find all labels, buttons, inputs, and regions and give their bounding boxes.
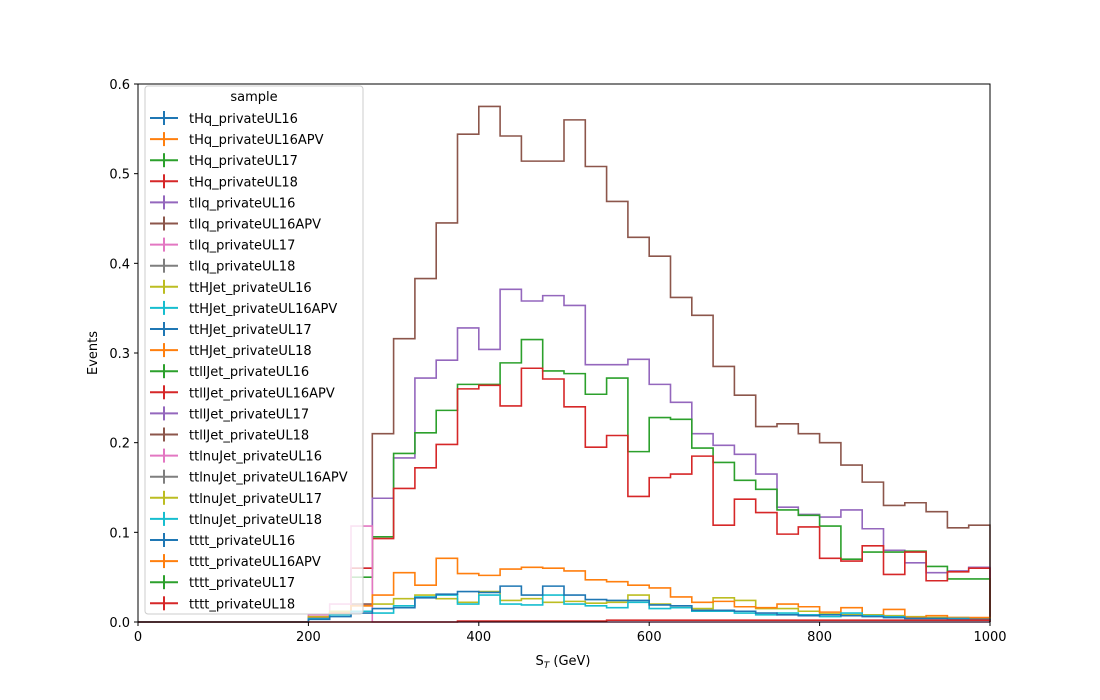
legend-entry-label: ttllJet_privateUL17 <box>189 407 309 422</box>
legend-entry-label: tllq_privateUL16 <box>189 196 295 211</box>
legend-entry-label: ttllJet_privateUL16APV <box>189 386 335 401</box>
y-axis: 0.0 0.1 0.2 0.3 0.4 0.5 0.6 <box>109 78 138 631</box>
x-axis: 0 200 400 600 800 1000 <box>134 622 1007 645</box>
x-axis-label-main: S <box>535 654 543 669</box>
legend-entry-label: tttt_privateUL17 <box>189 576 295 591</box>
legend-entry-label: ttHJet_privateUL16APV <box>189 302 337 317</box>
x-tick-label: 800 <box>807 630 832 645</box>
series-ttHJet_privateUL16APV <box>138 594 991 623</box>
legend: sample tHq_privateUL16 tHq_privateUL16APV… <box>144 85 364 615</box>
y-tick-label: 0.5 <box>109 168 130 183</box>
legend-entry-label: tHq_privateUL18 <box>189 175 298 190</box>
y-axis-label: Events <box>86 331 101 375</box>
y-tick-label: 0.1 <box>109 526 130 541</box>
x-tick-label: 200 <box>296 630 321 645</box>
legend-entry-label: ttllJet_privateUL16 <box>189 365 309 380</box>
legend-entry-label: ttlnuJet_privateUL17 <box>189 492 322 507</box>
x-tick-label: 0 <box>134 630 142 645</box>
y-tick-label: 0.0 <box>109 616 130 631</box>
legend-title: sample <box>230 90 277 105</box>
y-tick-label: 0.4 <box>109 257 130 272</box>
x-tick-label: 400 <box>466 630 491 645</box>
legend-entry-label: tHq_privateUL16 <box>189 112 298 127</box>
legend-entry-label: ttHJet_privateUL17 <box>189 323 312 338</box>
y-tick-label: 0.3 <box>109 347 130 362</box>
legend-entry-label: tttt_privateUL16APV <box>189 555 321 570</box>
legend-entry-label: tttt_privateUL18 <box>189 597 295 612</box>
series-ttHJet_privateUL17 <box>138 585 991 623</box>
legend-entry-label: tllq_privateUL17 <box>189 239 295 254</box>
x-tick-label: 1000 <box>973 630 1006 645</box>
legend-frame <box>144 85 364 615</box>
legend-entry-label: tllq_privateUL16APV <box>189 218 321 233</box>
y-tick-label: 0.6 <box>109 78 130 93</box>
legend-entry-label: ttHJet_privateUL18 <box>189 344 312 359</box>
legend-entry-label: ttlnuJet_privateUL16APV <box>189 471 348 486</box>
legend-entry-label: ttlnuJet_privateUL16 <box>189 450 322 465</box>
legend-entry-label: ttllJet_privateUL18 <box>189 429 309 444</box>
legend-entry-label: tHq_privateUL17 <box>189 154 298 169</box>
x-tick-label: 600 <box>637 630 662 645</box>
legend-entry-label: tHq_privateUL16APV <box>189 133 324 148</box>
legend-entry-label: ttlnuJet_privateUL18 <box>189 513 322 528</box>
y-tick-label: 0.2 <box>109 437 130 452</box>
legend-entry-label: tttt_privateUL16 <box>189 534 295 549</box>
x-axis-label: ST (GeV) <box>535 654 590 671</box>
legend-entry-label: tllq_privateUL18 <box>189 260 295 275</box>
x-axis-label-unit: (GeV) <box>549 654 590 669</box>
legend-entry-label: ttHJet_privateUL16 <box>189 281 312 296</box>
x-axis-label-subscript: T <box>544 661 551 671</box>
